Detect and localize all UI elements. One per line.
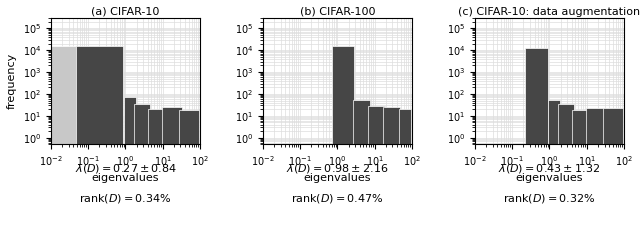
- Text: $\lambda(D) = 0.43 \pm 1.32$: $\lambda(D) = 0.43 \pm 1.32$: [499, 162, 600, 175]
- Text: rank$(D) = 0.47\%$: rank$(D) = 0.47\%$: [291, 192, 383, 205]
- Text: $\lambda(D) = 0.27 \pm 0.84$: $\lambda(D) = 0.27 \pm 0.84$: [74, 162, 176, 175]
- Bar: [603, 108, 623, 249]
- Bar: [134, 104, 150, 249]
- Title: (c) CIFAR-10: data augmentation: (c) CIFAR-10: data augmentation: [458, 7, 640, 17]
- Bar: [0, 46, 93, 249]
- X-axis label: eigenvalues: eigenvalues: [92, 174, 159, 184]
- X-axis label: eigenvalues: eigenvalues: [303, 174, 371, 184]
- Bar: [76, 46, 123, 249]
- Y-axis label: frequency: frequency: [7, 53, 17, 109]
- Bar: [162, 107, 182, 249]
- Bar: [148, 109, 165, 249]
- Bar: [124, 97, 136, 249]
- Bar: [368, 106, 385, 249]
- Bar: [548, 100, 560, 249]
- Bar: [586, 108, 606, 249]
- Bar: [332, 46, 355, 249]
- Title: (b) CIFAR-100: (b) CIFAR-100: [300, 7, 375, 17]
- Bar: [353, 100, 370, 249]
- Text: $\lambda(D) = 0.98 \pm 2.16$: $\lambda(D) = 0.98 \pm 2.16$: [286, 162, 388, 175]
- Bar: [179, 110, 198, 249]
- X-axis label: eigenvalues: eigenvalues: [516, 174, 583, 184]
- Bar: [572, 110, 589, 249]
- Bar: [399, 109, 412, 249]
- Text: rank$(D) = 0.32\%$: rank$(D) = 0.32\%$: [503, 192, 596, 205]
- Bar: [557, 104, 574, 249]
- Text: rank$(D) = 0.34\%$: rank$(D) = 0.34\%$: [79, 192, 172, 205]
- Bar: [525, 48, 548, 249]
- Title: (a) CIFAR-10: (a) CIFAR-10: [91, 7, 159, 17]
- Bar: [383, 107, 399, 249]
